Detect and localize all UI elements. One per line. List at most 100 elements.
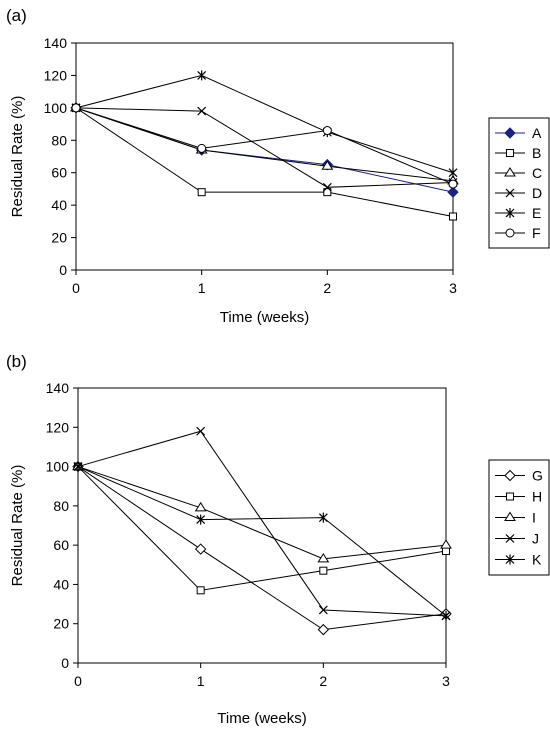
chart-1-legend-item-H: H — [495, 489, 542, 505]
chart-1-y-axis-label: Residual Rate (%) — [9, 465, 26, 587]
chart-1-point-H — [319, 566, 328, 575]
chart-0-point-C — [321, 160, 334, 170]
chart-0-legend-item-A: A — [495, 125, 542, 141]
chart-0-y-tick-label: 120 — [44, 67, 68, 83]
chart-1-legend-label: H — [532, 489, 542, 505]
chart-1-point-K — [441, 610, 451, 621]
chart-1-x-tick-label: 3 — [442, 673, 450, 689]
chart-1-series-line-I — [77, 466, 447, 560]
chart-0-point-D — [322, 182, 332, 192]
chart-0-point-F — [322, 126, 332, 136]
chart-0-y-axis-label: Residual Rate (%) — [9, 96, 26, 218]
chart-1-x-tick-label: 0 — [74, 673, 82, 689]
chart-1-y-tick-label: 0 — [61, 655, 69, 671]
chart-0-y-tick-label: 100 — [44, 100, 68, 116]
chart-0-legend-item-B: B — [495, 145, 541, 161]
chart-1-series-line-G — [77, 466, 447, 631]
chart-0-plot-frame — [75, 42, 454, 271]
chart-0-series-line-E — [75, 74, 454, 174]
chart-0-point-B — [449, 212, 457, 221]
chart-1-legend-marker-J — [505, 534, 515, 543]
chart-1-point-G — [317, 623, 330, 636]
panel-label-b: (b) — [6, 352, 27, 371]
chart-1-y-tick-label: 60 — [53, 537, 69, 553]
chart-0-series-F — [71, 103, 458, 189]
chart-1-legend-marker-H — [506, 492, 514, 501]
chart-0-x-tick-label: 2 — [323, 280, 331, 296]
chart-0-point-E — [448, 167, 458, 178]
chart-1-series-line-H — [77, 466, 447, 591]
chart-0-legend-label: E — [532, 205, 541, 221]
chart-0-x-axis-label: Time (weeks) — [220, 309, 309, 326]
chart-1-point-K — [196, 514, 206, 525]
chart-1-series-J — [73, 426, 451, 621]
chart-1-series-line-K — [77, 466, 447, 617]
chart-1-legend-marker-K — [505, 554, 515, 565]
chart-1-point-K — [318, 512, 328, 523]
chart-0-legend-label: F — [532, 225, 541, 241]
chart-0-point-B — [197, 188, 206, 197]
chart-0-x-tick-label: 0 — [72, 280, 80, 296]
chart-1-x-axis-label: Time (weeks) — [217, 710, 306, 727]
chart-1-point-J — [318, 605, 328, 615]
chart-1-legend-item-K: K — [495, 552, 542, 568]
chart-1-legend-label: I — [532, 510, 536, 526]
chart-1-point-I — [440, 539, 452, 549]
chart-0-y-tick-label: 0 — [59, 262, 67, 278]
chart-0-series-A — [70, 102, 459, 198]
chart-1-y-tick-label: 120 — [46, 419, 70, 435]
chart-0-x-tick-label: 3 — [449, 280, 457, 296]
chart-1-legend-marker-G — [504, 469, 516, 482]
chart-1-point-H — [196, 586, 205, 595]
chart-1-y-tick-label: 80 — [53, 498, 69, 514]
chart-1-point-I — [194, 501, 207, 512]
chart-0-series-line-F — [75, 107, 454, 185]
chart-0-point-B — [323, 188, 332, 197]
chart-0-point-A — [447, 186, 459, 198]
chart-1-legend-label: G — [532, 468, 543, 484]
chart-0-legend-marker-E — [505, 208, 515, 218]
chart-1-legend-label: K — [532, 552, 542, 568]
chart-0-legend-item-F: F — [495, 225, 541, 241]
panel-label-a: (a) — [6, 6, 27, 25]
chart-1-series-K — [73, 461, 451, 621]
chart-panel-a: (a) 0 20 40 60 80 100 120 140 0 1 2 3 Time (weeks) Re… — [0, 0, 550, 340]
chart-0-legend-marker-B — [506, 149, 514, 157]
chart-0-point-D — [197, 106, 207, 116]
chart-b-svg: 0 20 40 60 80 100 120 140 0 1 2 3 Time (weeks) Residu… — [9, 380, 550, 727]
chart-0-y-tick-label: 20 — [51, 230, 67, 246]
chart-0-point-F — [197, 143, 207, 153]
chart-1-x-tick-label: 1 — [197, 673, 205, 689]
chart-0-legend-item-C: C — [495, 165, 542, 181]
chart-0-y-tick-label: 40 — [51, 197, 67, 213]
chart-1-series-line-J — [77, 430, 447, 617]
chart-0-y-tick-label: 140 — [44, 35, 68, 51]
chart-0-legend-marker-C — [504, 167, 516, 177]
chart-1-point-J — [196, 426, 206, 436]
chart-0-legend-marker-F — [505, 228, 515, 238]
chart-0-series-line-B — [75, 107, 454, 217]
chart-0-point-F — [71, 103, 81, 113]
chart-0-point-E — [197, 70, 207, 81]
chart-1-legend-item-G: G — [495, 468, 543, 484]
chart-1-point-I — [317, 552, 330, 563]
chart-1-y-tick-label: 100 — [46, 459, 70, 475]
chart-0-legend-label: B — [532, 145, 541, 161]
chart-0-series-line-C — [75, 107, 454, 182]
chart-0-series-line-A — [75, 107, 454, 193]
chart-1-point-K — [73, 461, 83, 472]
chart-1-series-I — [72, 460, 452, 563]
chart-1-legend-item-J: J — [495, 531, 539, 547]
chart-1-y-tick-label: 140 — [46, 380, 70, 396]
chart-panel-b: (b) 0 20 40 60 80 100 120 140 0 1 2 3 Time (weeks) Re… — [0, 340, 550, 732]
chart-0-point-F — [448, 179, 458, 189]
chart-0-legend-label: C — [532, 165, 542, 181]
chart-0-legend-item-E: E — [495, 205, 541, 221]
chart-0-x-tick-label: 1 — [198, 280, 206, 296]
chart-0-y-tick-label: 80 — [51, 132, 67, 148]
chart-1-x-tick-label: 2 — [319, 673, 327, 689]
chart-1-y-tick-label: 40 — [53, 576, 69, 592]
chart-0-legend-frame — [488, 117, 550, 249]
chart-0-series-D — [71, 103, 458, 192]
chart-1-point-G — [194, 543, 207, 555]
